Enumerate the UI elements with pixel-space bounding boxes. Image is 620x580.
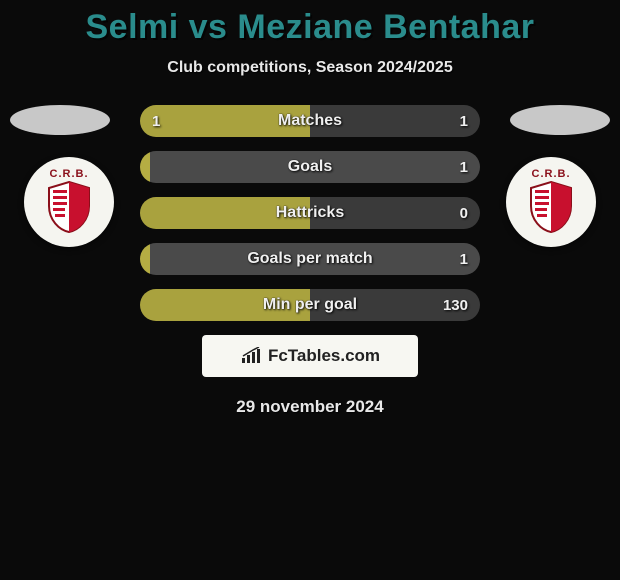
player-ellipse-left: [10, 105, 110, 135]
stat-row: Min per goal130: [140, 289, 480, 321]
stat-bar-right: [150, 243, 480, 275]
stat-value-right: 1: [460, 113, 468, 130]
comparison-panel: C.R.B. C.R.B.: [0, 105, 620, 417]
club-abbr-right: C.R.B.: [519, 168, 583, 180]
source-logo-text: FcTables.com: [268, 346, 380, 366]
player-ellipse-right: [510, 105, 610, 135]
stat-row: Matches11: [140, 105, 480, 137]
stat-value-right: 130: [443, 297, 468, 314]
club-abbr-left: C.R.B.: [37, 168, 101, 180]
chart-icon: [240, 347, 262, 365]
source-logo: FcTables.com: [202, 335, 418, 377]
stat-row: Hattricks0: [140, 197, 480, 229]
stat-value-right: 0: [460, 205, 468, 222]
stat-bar-right: [150, 151, 480, 183]
club-badge-left: C.R.B.: [24, 157, 114, 247]
subtitle: Club competitions, Season 2024/2025: [0, 59, 620, 77]
stat-bar-left: [140, 243, 150, 275]
stat-value-right: 1: [460, 159, 468, 176]
stat-bar-left: [140, 105, 310, 137]
shield-icon: [527, 180, 575, 234]
stat-bar-left: [140, 289, 310, 321]
shield-icon: [45, 180, 93, 234]
stat-rows: Matches11Goals1Hattricks0Goals per match…: [140, 105, 480, 321]
stat-row: Goals1: [140, 151, 480, 183]
stat-bar-left: [140, 151, 150, 183]
club-badge-right: C.R.B.: [506, 157, 596, 247]
page-title: Selmi vs Meziane Bentahar: [0, 0, 620, 47]
stat-bar-left: [140, 197, 310, 229]
stat-bar-right: [310, 105, 480, 137]
stat-bar-right: [310, 197, 480, 229]
stat-value-left: 1: [152, 113, 160, 130]
stat-value-right: 1: [460, 251, 468, 268]
stat-row: Goals per match1: [140, 243, 480, 275]
date-label: 29 november 2024: [0, 397, 620, 417]
